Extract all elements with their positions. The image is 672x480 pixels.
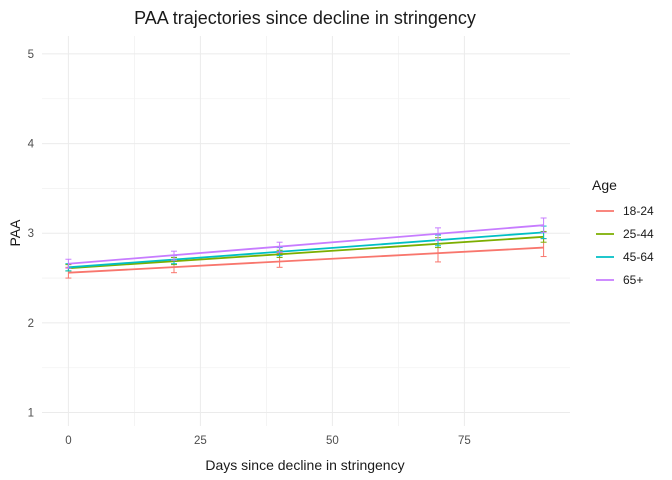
x-tick-label: 0 <box>65 435 71 447</box>
y-tick-label: 3 <box>28 228 34 240</box>
series-line-18-24 <box>68 246 544 274</box>
legend-item-18-24: 18-24 <box>596 204 654 218</box>
x-tick-label: 25 <box>194 435 207 447</box>
error-bar-65+-4 <box>540 217 547 233</box>
series-layer <box>65 217 547 279</box>
series-line-45-64 <box>68 231 544 269</box>
legend: Age 18-24 25-44 45-64 65+ <box>592 177 654 287</box>
error-bar-65+-1 <box>171 250 177 261</box>
series-line-65+ <box>68 224 544 265</box>
chart-title: PAA trajectories since decline in string… <box>134 8 476 28</box>
y-axis-ticks: 1 2 3 4 5 <box>28 49 35 420</box>
y-axis-title: PAA <box>7 219 23 247</box>
gridlines <box>42 36 570 426</box>
legend-item-45-64: 45-64 <box>596 250 654 264</box>
y-tick-label: 5 <box>28 49 34 61</box>
series-line-25-44 <box>68 235 544 270</box>
series-65+ <box>65 217 547 269</box>
x-tick-label: 50 <box>326 435 339 447</box>
x-axis-title: Days since decline in stringency <box>205 457 404 473</box>
error-bar-65+-3 <box>435 227 441 241</box>
legend-label: 45-64 <box>623 250 654 264</box>
y-tick-label: 1 <box>28 408 34 420</box>
legend-label: 65+ <box>623 273 643 287</box>
legend-label: 25-44 <box>623 227 654 241</box>
error-bar-65+-2 <box>276 241 283 253</box>
x-tick-label: 75 <box>458 435 471 447</box>
legend-title: Age <box>592 177 617 193</box>
legend-label: 18-24 <box>623 204 654 218</box>
error-bar-65+-0 <box>65 258 72 269</box>
y-tick-label: 2 <box>28 318 34 330</box>
legend-item-25-44: 25-44 <box>596 227 654 241</box>
y-tick-label: 4 <box>28 139 35 151</box>
x-axis-ticks: 0 25 50 75 <box>65 435 471 447</box>
legend-item-65+: 65+ <box>596 273 643 287</box>
legend-items: 18-24 25-44 45-64 65+ <box>596 204 654 287</box>
